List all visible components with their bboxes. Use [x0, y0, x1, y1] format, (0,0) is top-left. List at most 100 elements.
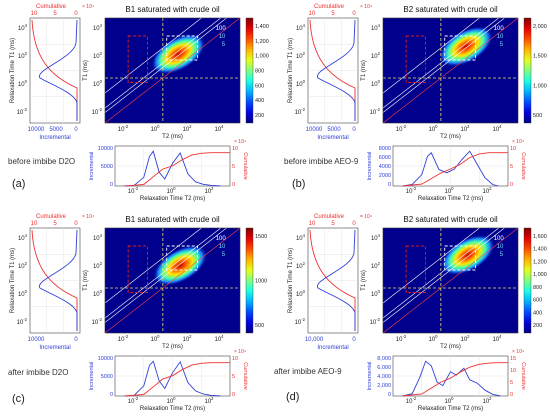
incremental-tick: 2,000 [377, 383, 391, 389]
cumulative-axis-tick: 5 [53, 11, 57, 17]
t1-axis-tick: 102 [18, 261, 28, 270]
incremental-axis-tick: 5000 [327, 127, 341, 133]
panel-condition-a: before imbibe D2O [8, 157, 76, 166]
map-x-tick: 100 [150, 124, 160, 133]
incremental-axis-tick: 10,000 [305, 337, 324, 343]
ratio-label: 5 [500, 252, 504, 258]
cumulative-tick: 10 [510, 368, 516, 374]
t2-x-tick: 10-2 [128, 396, 139, 405]
map-x-tick: 104 [214, 334, 224, 343]
cumulative-y-label: Cumulative [520, 152, 526, 180]
map-y-label: T1 (ms) [361, 60, 367, 81]
cumulative-axis-tick: 10 [31, 11, 38, 17]
map-y-tick: 100 [371, 289, 381, 298]
cumulative-tick: 5 [232, 374, 235, 380]
cumulative-exponent: × 10⁴ [234, 349, 246, 355]
t1-axis-tick: 104 [296, 23, 306, 32]
map-x-tick: 100 [150, 334, 160, 343]
incremental-tick: 4,000 [377, 374, 391, 380]
map-y-tick: 102 [93, 51, 103, 60]
t2-x-tick: 100 [444, 396, 454, 405]
t1-axis-tick: 102 [296, 51, 306, 60]
map-frame [104, 17, 241, 124]
cumulative-axis-title: Cumulative [36, 4, 67, 10]
ratio-line-100 [105, 18, 202, 94]
ratio-label: 100 [216, 26, 227, 32]
cumulative-axis-tick: 10 [31, 221, 38, 227]
map-x-tick: 10-2 [396, 124, 407, 133]
incremental-tick: 5000 [101, 164, 113, 170]
peak-blob [153, 245, 208, 286]
panel-letter-d: (d) [286, 391, 300, 403]
cumulative-tick: 0 [232, 392, 235, 398]
t2-distribution-plot: 8,000 6,000 4,000 2,000 0 15 10 5 0 × 10⁴ 10-2 100 1… [367, 349, 526, 412]
map-content [383, 18, 518, 123]
ratio-label: 5 [222, 252, 226, 258]
incremental-tick: 0 [110, 182, 113, 188]
map-y-tick: 100 [93, 79, 103, 88]
t1-axis-tick: 104 [296, 233, 306, 242]
map-y-tick: 100 [93, 289, 103, 298]
panel-letter-c: (c) [12, 393, 25, 405]
t2-x-tick: 102 [482, 186, 492, 195]
cumulative-y-label: Cumulative [520, 362, 526, 390]
map-x-label: T2 (ms) [440, 344, 461, 350]
cumulative-axis-tick: 5 [331, 221, 335, 227]
panel-letter-a: (a) [12, 178, 26, 190]
incremental-tick: 0 [110, 392, 113, 398]
map-x-tick: 102 [460, 124, 470, 133]
t2-incremental-curve [402, 360, 501, 397]
t1-incremental-curve [39, 19, 78, 121]
map-y-tick: 104 [371, 23, 381, 32]
t2-x-label: Relaxation Time T2 (ms) [140, 406, 205, 412]
cumulative-axis-title: Cumulative [36, 214, 67, 220]
cumulative-axis-title: Cumulative [314, 214, 345, 220]
colorbar-tick: 1,400 [255, 24, 269, 30]
cumulative-axis-exponent: = 10⁴ [360, 214, 372, 220]
cumulative-axis-exponent: × 10⁴ [360, 4, 372, 10]
t2-x-label: Relaxation Time T2 (ms) [418, 196, 483, 202]
colorbar-tick: 1500 [255, 234, 267, 240]
t2-x-tick: 100 [166, 186, 176, 195]
cumulative-axis-tick: 0 [352, 11, 356, 17]
t1-t2-map: B2 saturated with crude oil 100 10 5 104 102 1… [361, 5, 547, 140]
map-x-tick: 10-2 [396, 334, 407, 343]
incremental-axis-label: Incremental [39, 135, 70, 141]
t1-incremental-curve [39, 229, 78, 331]
incremental-tick: 10000 [98, 146, 113, 152]
map-content [105, 228, 240, 333]
incremental-axis-label: Incremental [317, 135, 348, 141]
colorbar-tick: 1,000 [255, 54, 269, 60]
ratio-label: 5 [222, 42, 226, 48]
map-x-tick: 102 [460, 334, 470, 343]
incremental-axis-tick: 5000 [49, 127, 63, 133]
oil-region-box [166, 35, 199, 61]
peak-blob [151, 33, 206, 75]
t1-equals-t2-line [105, 228, 240, 333]
ratio-label: 10 [219, 244, 226, 250]
incremental-y-label: Incremental [367, 152, 373, 181]
map-x-tick: 100 [428, 334, 438, 343]
map-x-tick: 102 [182, 334, 192, 343]
t2-x-tick: 10-2 [128, 186, 139, 195]
colorbar-tick: 1,200 [533, 259, 547, 265]
map-x-label: T2 (ms) [440, 134, 461, 140]
map-x-tick: 100 [428, 124, 438, 133]
ratio-label: 5 [500, 42, 504, 48]
map-y-tick: 104 [371, 233, 381, 242]
colorbar-tick: 1,600 [533, 234, 547, 240]
incremental-tick: 0 [388, 392, 391, 398]
t1-axis-label: Relaxation Time T1 (ms) [10, 38, 16, 103]
incremental-axis-label: Incremental [317, 345, 348, 351]
map-y-tick: 102 [93, 261, 103, 270]
t1-t2-map: B1 saturated with crude oil 100 10 5 104 102 1… [83, 215, 267, 350]
incremental-axis-tick: 10000 [306, 127, 323, 133]
t1-axis-tick: 100 [18, 289, 28, 298]
map-content [383, 228, 518, 333]
colorbar-tick: 1,000 [533, 83, 547, 89]
cumulative-tick: 10 [510, 146, 516, 152]
cumulative-axis-title: Cumulative [314, 4, 345, 10]
